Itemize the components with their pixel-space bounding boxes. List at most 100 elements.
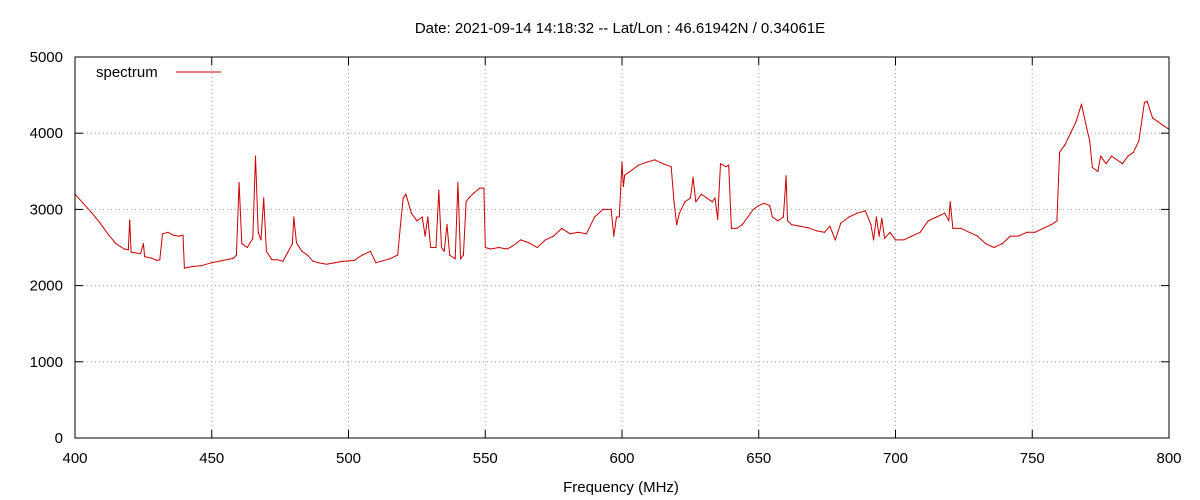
data-point <box>402 197 404 199</box>
axis-ticks <box>74 56 1170 439</box>
data-point <box>1009 235 1012 237</box>
data-point <box>927 220 929 222</box>
data-point <box>82 202 84 204</box>
data-point <box>730 227 733 229</box>
data-point <box>435 246 437 249</box>
data-point <box>952 227 954 229</box>
data-point <box>848 216 850 218</box>
data-point <box>484 246 486 249</box>
data-point <box>654 159 656 161</box>
data-point <box>1121 163 1124 165</box>
data-point <box>506 248 508 250</box>
data-point <box>875 216 878 218</box>
data-point <box>479 187 481 189</box>
data-point <box>443 250 445 252</box>
chart-title: Date: 2021-09-14 14:18:32 -- Lat/Lon : 4… <box>415 20 825 37</box>
legend: spectrum <box>96 64 221 81</box>
data-point <box>823 231 826 233</box>
data-point <box>520 239 522 241</box>
tick-labels: 400 450 500 550 600 650 700 750 800 0 1000 2000 3000… <box>30 49 1182 467</box>
data-point <box>678 212 681 214</box>
data-point <box>615 216 618 218</box>
data-point <box>1075 121 1077 123</box>
data-point <box>1034 231 1036 233</box>
data-point <box>695 201 697 203</box>
data-point <box>786 220 789 222</box>
data-point <box>276 259 278 261</box>
data-point <box>670 166 672 168</box>
data-point <box>156 259 158 262</box>
data-point <box>629 170 631 172</box>
data-point <box>161 233 164 235</box>
data-point <box>462 254 464 256</box>
y-tick-label: 3000 <box>30 201 63 218</box>
x-tick-label: 450 <box>199 450 224 467</box>
plot-frame <box>74 56 1170 439</box>
data-point <box>889 231 891 233</box>
data-point <box>725 166 727 168</box>
data-point <box>233 257 235 259</box>
data-point <box>440 246 443 249</box>
legend-label-spectrum: spectrum <box>96 64 158 81</box>
data-point <box>594 216 596 218</box>
plot-area <box>74 100 1170 269</box>
data-point <box>676 224 678 226</box>
data-point <box>430 246 432 249</box>
data-point <box>815 230 817 232</box>
data-point <box>211 262 213 264</box>
data-point <box>1089 140 1091 142</box>
data-point <box>840 222 842 224</box>
data-point <box>183 267 185 269</box>
data-point <box>1050 224 1052 226</box>
data-point <box>291 243 293 245</box>
data-point <box>706 197 708 199</box>
data-point <box>246 246 248 249</box>
data-point <box>388 258 391 260</box>
x-axis-title: Frequency (MHz) <box>563 479 679 496</box>
y-tick-label: 0 <box>55 430 63 447</box>
data-point <box>719 163 722 165</box>
data-point <box>107 233 109 235</box>
data-point <box>416 220 418 222</box>
data-point <box>498 246 500 249</box>
data-point <box>618 216 620 218</box>
data-point <box>949 201 951 203</box>
data-point <box>1162 125 1165 127</box>
data-point <box>944 212 946 214</box>
data-point <box>142 243 144 245</box>
data-point <box>1111 155 1113 157</box>
data-point <box>446 224 448 226</box>
data-point <box>763 202 765 204</box>
data-point <box>791 224 793 226</box>
data-point <box>1086 128 1088 130</box>
data-point <box>361 254 363 256</box>
data-point <box>752 208 754 210</box>
data-point <box>884 237 886 239</box>
data-point <box>799 225 801 227</box>
data-point <box>1138 140 1140 142</box>
data-point <box>129 219 131 221</box>
data-point <box>903 239 905 241</box>
grid <box>75 57 1169 438</box>
data-point <box>1157 121 1159 123</box>
data-point <box>1056 220 1058 222</box>
data-point <box>777 220 779 222</box>
data-point <box>673 201 675 203</box>
data-point <box>544 239 547 241</box>
data-point <box>293 216 295 218</box>
data-point <box>1100 155 1102 157</box>
x-tick-label: 600 <box>609 450 634 467</box>
data-point <box>326 263 328 265</box>
data-point <box>1026 231 1028 233</box>
data-point <box>561 227 563 229</box>
data-point <box>334 262 336 264</box>
data-point <box>807 227 809 229</box>
data-point <box>257 231 259 233</box>
data-point <box>769 205 771 207</box>
data-point <box>449 254 451 256</box>
data-point <box>295 242 298 244</box>
data-point <box>728 164 730 166</box>
data-point <box>178 235 180 237</box>
data-point <box>968 231 970 233</box>
data-point <box>252 237 254 239</box>
